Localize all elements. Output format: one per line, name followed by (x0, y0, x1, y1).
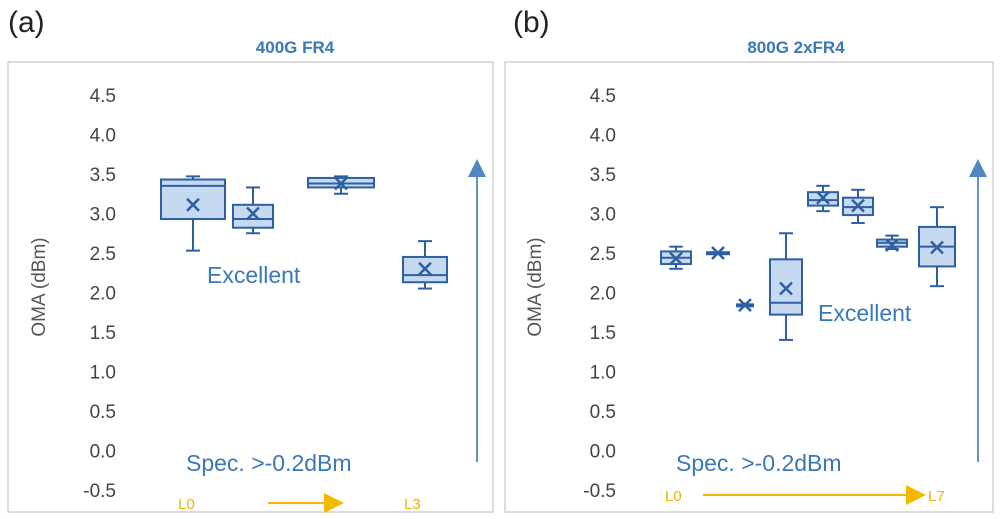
panel-b-box-1 (706, 246, 730, 260)
panel-a-box-3 (402, 240, 448, 290)
mean-marker (738, 298, 752, 313)
panel-b-y-tick-label: 1.5 (590, 323, 616, 344)
mean-marker (930, 240, 944, 255)
panel-a-border (7, 61, 494, 513)
panel-b-spec-label: Spec. >-0.2dBm (676, 450, 842, 476)
panel-a-y-tick-label: 0.5 (90, 402, 116, 423)
panel-a-excellent-label: Excellent (207, 262, 301, 288)
mean-marker (186, 197, 200, 212)
panel-b-border (504, 61, 994, 513)
panel-a-box-2 (307, 175, 375, 195)
panel-a-label: (a) (8, 6, 45, 39)
panel-b-box-7 (918, 206, 956, 288)
panel-b-box-4 (807, 184, 839, 213)
panel-a-y-tick-label: 3.0 (90, 205, 116, 226)
mean-marker (669, 251, 683, 266)
box-iqr (232, 203, 274, 229)
panel-b-lane-end: L7 (928, 488, 945, 505)
mean-marker (816, 190, 830, 205)
panel-a-box-0 (160, 175, 226, 252)
panel-a-y-tick-label: 3.5 (90, 165, 116, 186)
panel-b-y-tick-label: 0.0 (590, 442, 616, 463)
mean-marker (851, 198, 865, 213)
panel-b-box-6 (876, 234, 908, 252)
panel-b-y-tick-label: 4.5 (590, 86, 616, 107)
panel-b-box-2 (736, 298, 754, 313)
panel-b-y-tick-label: 3.0 (590, 205, 616, 226)
panel-b-box-0 (660, 245, 692, 270)
panel-b-label: (b) (513, 6, 550, 39)
panel-a-y-tick-label: 0.0 (90, 442, 116, 463)
panel-a-y-tick-label: 2.5 (90, 244, 116, 265)
panel-b-title: 800G 2xFR4 (747, 38, 845, 57)
panel-a-lane-end: L3 (404, 496, 421, 513)
panel-a-lane-start: L0 (178, 496, 195, 513)
panel-a-y-ticks: 4.5 4.0 3.5 3.0 2.5 2.0 1.5 1.0 0.5 0.0 -0.5 (83, 86, 116, 502)
panel-a-y-tick-label: 1.5 (90, 323, 116, 344)
panel-b-y-tick-label: 1.0 (590, 363, 616, 384)
panel-a-boxes (160, 175, 448, 290)
panel-a-y-tick-label: -0.5 (83, 481, 116, 502)
panel-b-y-tick-label: 4.0 (590, 126, 616, 147)
mean-marker (885, 238, 899, 252)
panel-a-title: 400G FR4 (256, 38, 335, 57)
panel-a-y-tick-label: 2.0 (90, 284, 116, 305)
panel-b-excellent-label: Excellent (818, 300, 912, 326)
panel-a-y-tick-label: 1.0 (90, 363, 116, 384)
mean-marker (779, 281, 793, 296)
panel-b-y-tick-label: 2.0 (590, 284, 616, 305)
panel-a-box-1 (232, 186, 274, 235)
panel-a: (a) 400G FR4 OMA (dBm) 4.5 4.0 3.5 3.0 2.5 2.… (7, 6, 494, 513)
panel-b-y-tick-label: 0.5 (590, 402, 616, 423)
mean-marker (418, 261, 432, 276)
panel-b-y-axis-label: OMA (dBm) (525, 237, 546, 336)
panel-b: (b) 800G 2xFR4 OMA (dBm) 4.5 4.0 3.5 3.0 2.5… (504, 6, 994, 513)
panel-b-box-5 (842, 188, 874, 224)
panel-a-y-axis-label: OMA (dBm) (29, 237, 50, 336)
panel-b-y-tick-label: 2.5 (590, 244, 616, 265)
panel-b-boxes (660, 184, 956, 341)
panel-a-y-tick-label: 4.5 (90, 86, 116, 107)
panel-b-y-ticks: 4.5 4.0 3.5 3.0 2.5 2.0 1.5 1.0 0.5 0.0 -0.5 (583, 86, 616, 502)
panel-b-y-tick-label: -0.5 (583, 481, 616, 502)
mean-marker (334, 176, 348, 191)
mean-marker (711, 246, 725, 260)
panel-a-y-tick-label: 4.0 (90, 126, 116, 147)
panel-a-spec-label: Spec. >-0.2dBm (186, 450, 352, 476)
panel-b-y-tick-label: 3.5 (590, 165, 616, 186)
panel-b-lane-start: L0 (665, 488, 682, 505)
panel-b-box-3 (769, 232, 803, 341)
mean-marker (246, 206, 260, 221)
